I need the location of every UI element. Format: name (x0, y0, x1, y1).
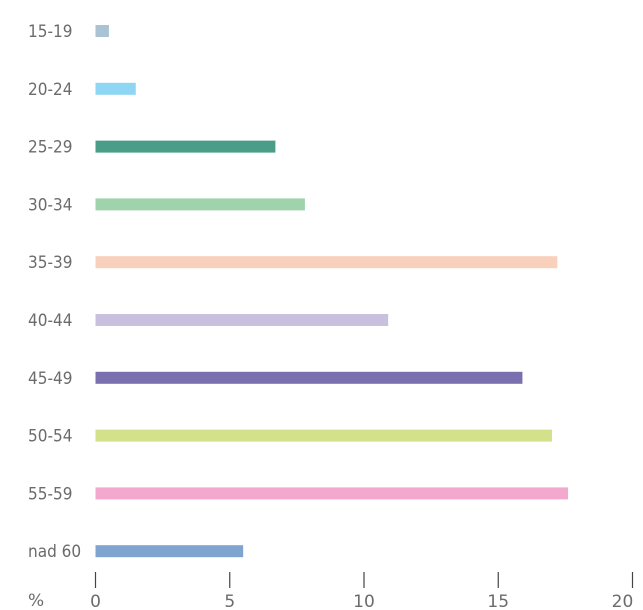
category-label: 45-49 (28, 369, 72, 389)
category-label: 50-54 (28, 427, 72, 447)
bar-35-39 (95, 256, 558, 269)
bar-nad-60 (95, 545, 244, 558)
x-tick-label: 5 (224, 592, 235, 610)
bar-50-54 (95, 429, 552, 442)
x-tick-label: 15 (487, 592, 509, 610)
x-axis-unit-label: % (28, 591, 44, 610)
bar-55-59 (95, 487, 569, 500)
x-tick-label: 10 (353, 592, 375, 610)
category-label: 15-19 (28, 22, 72, 42)
category-label: 20-24 (28, 80, 72, 100)
x-axis: % 0 5 10 15 20 (28, 572, 633, 610)
x-tick-label: 20 (612, 592, 634, 610)
category-label: 30-34 (28, 195, 72, 215)
bar-40-44 (95, 314, 389, 326)
bar-45-49 (95, 371, 523, 384)
category-label: 25-29 (28, 138, 72, 158)
bar-25-29 (95, 140, 276, 153)
bar-15-19 (95, 25, 109, 37)
bars-group (95, 25, 569, 558)
category-label: 40-44 (28, 311, 72, 331)
category-label: nad 60 (28, 542, 81, 562)
x-tick-label: 0 (90, 592, 101, 610)
category-label: 55-59 (28, 484, 72, 504)
category-labels: 15-19 20-24 25-29 30-34 35-39 40-44 45-49 50-54… (28, 22, 81, 562)
category-label: 35-39 (28, 253, 72, 273)
bar-20-24 (95, 82, 136, 95)
bar-30-34 (95, 198, 305, 211)
